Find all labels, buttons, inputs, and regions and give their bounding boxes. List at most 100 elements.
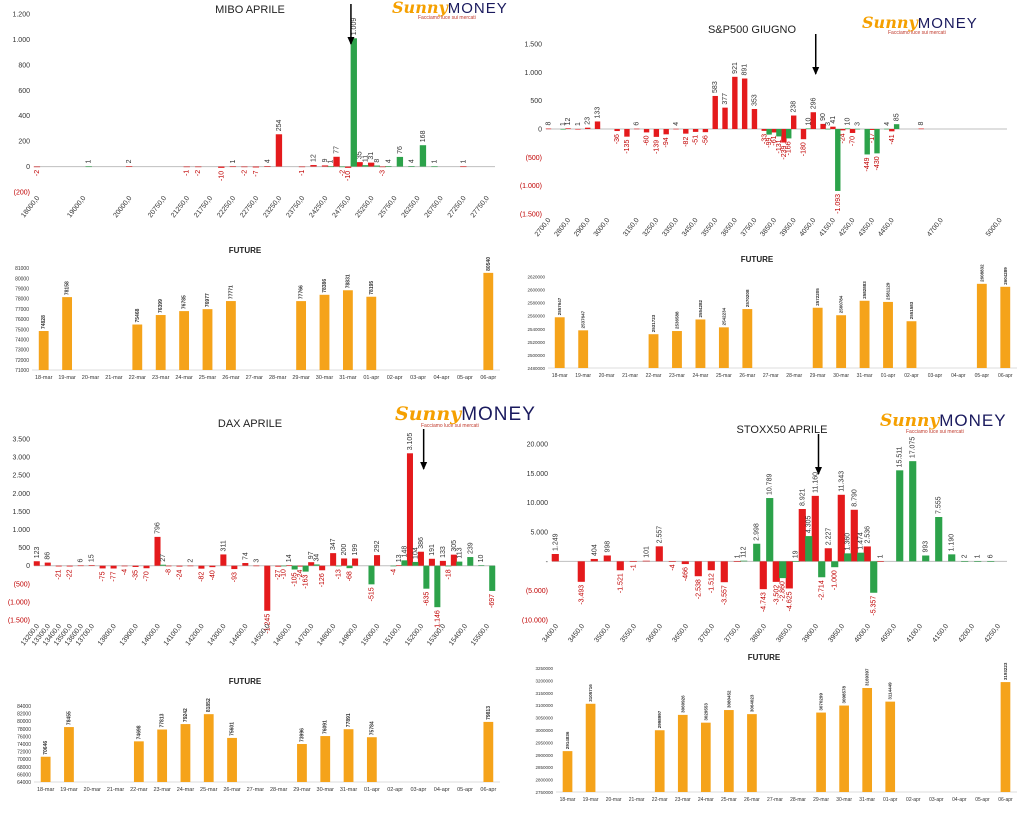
x-tick-label: 04-apr	[434, 375, 450, 381]
put-bar	[373, 165, 381, 167]
x-tick-label: 05-apr	[975, 797, 990, 803]
call-bar	[88, 565, 95, 566]
call-bar	[308, 562, 315, 566]
x-tick-label: 20000,0	[112, 195, 133, 219]
data-label: 4	[673, 122, 680, 126]
call-bar	[889, 129, 895, 132]
put-bar	[961, 561, 969, 562]
y-tick-label: 2620000	[527, 275, 545, 280]
put-bar	[922, 555, 930, 562]
data-label: 79242	[183, 708, 189, 722]
x-tick-label: 4450,0	[877, 217, 896, 238]
call-bar	[585, 127, 591, 129]
put-bar	[818, 561, 826, 578]
data-label: 27	[160, 554, 167, 562]
chart-title: STOXX50 APRILE	[737, 424, 828, 436]
data-label: -27	[275, 570, 282, 580]
data-label: -1	[184, 170, 191, 176]
put-bar	[489, 565, 496, 591]
strike-arrow-icon	[420, 462, 428, 470]
put-bar	[85, 166, 92, 168]
data-label: 133	[440, 546, 447, 558]
call-bar	[231, 565, 238, 570]
data-label: -75	[100, 571, 107, 581]
future-bar	[747, 714, 757, 792]
data-label: -22	[67, 569, 74, 579]
data-label: -1.000	[832, 570, 839, 590]
chart-title: FUTURE	[748, 653, 781, 662]
data-label: 70646	[43, 741, 49, 755]
x-tick-label: 15400,0	[448, 623, 469, 647]
strike-arrow-icon	[815, 467, 822, 475]
put-bar	[831, 561, 839, 568]
call-bar	[229, 166, 237, 168]
y-tick-label: 71000	[15, 368, 29, 374]
x-tick-label: 27750,0	[470, 195, 491, 219]
x-tick-label: 31-mar	[340, 787, 358, 793]
put-bar	[419, 145, 427, 167]
future-bar	[816, 712, 826, 792]
put-bar	[478, 565, 485, 566]
logo-money: MONEY	[461, 404, 536, 425]
x-tick-label: 18000,0	[20, 195, 41, 219]
data-label: 31	[368, 152, 375, 160]
data-label: 254	[276, 119, 283, 131]
future-bar	[677, 714, 688, 792]
future-bar	[562, 751, 573, 792]
future-bar	[133, 741, 144, 782]
data-label: 76977	[205, 293, 211, 307]
data-label: 1	[460, 159, 467, 163]
x-tick-label: 3600,0	[645, 623, 664, 644]
x-tick-label: 14500,0	[250, 623, 271, 647]
call-bar	[183, 166, 190, 168]
y-tick-label: 78000	[17, 727, 31, 733]
x-tick-label: 29-mar	[813, 797, 829, 803]
data-label: 78386	[322, 279, 328, 293]
data-label: -18	[445, 569, 452, 579]
chart-title: DAX APRILE	[218, 418, 282, 430]
call-bar	[616, 561, 624, 571]
put-bar	[445, 565, 452, 567]
call-bar	[577, 561, 585, 582]
x-tick-label: 20750,0	[147, 195, 168, 219]
call-bar	[694, 561, 702, 577]
data-label: 2.557	[656, 526, 663, 544]
x-tick-label: 06-apr	[998, 373, 1013, 379]
data-label: 123	[34, 546, 41, 558]
data-label: 8	[545, 122, 552, 126]
data-label: 239	[467, 542, 474, 554]
call-bar	[673, 128, 679, 130]
y-tick-label: 2750000	[535, 790, 553, 795]
x-tick-label: 15100,0	[382, 623, 403, 647]
data-label: -2	[241, 170, 248, 176]
data-label: 2572205	[815, 288, 820, 306]
stoxx50-options-chart: STOXX50 APRILE (10.000) (5.000) - 5.000 10.00…	[522, 424, 1007, 644]
data-label: 12	[311, 154, 318, 162]
put-bar	[844, 128, 851, 130]
call-bar	[33, 561, 40, 566]
data-label: -2.714	[819, 580, 826, 600]
data-label: 292	[374, 540, 381, 552]
future-bar	[38, 331, 49, 370]
data-label: 1	[230, 159, 237, 163]
data-label: 8.790	[851, 489, 858, 507]
call-bar	[798, 508, 806, 562]
x-tick-label: 20-mar	[82, 375, 100, 381]
put-bar	[385, 166, 392, 167]
x-tick-label: 03-apr	[410, 787, 426, 793]
y-tick-label: 64000	[17, 780, 31, 786]
x-tick-label: 3950,0	[827, 623, 846, 644]
call-bar	[395, 565, 403, 566]
x-tick-label: 25-mar	[721, 797, 737, 803]
x-tick-label: 3950,0	[779, 217, 798, 238]
x-tick-label: 23750,0	[285, 195, 306, 219]
data-label: -1.245	[264, 614, 271, 634]
data-label: -4	[390, 569, 397, 575]
data-label: -5.357	[871, 596, 878, 616]
future-bar	[296, 301, 307, 370]
call-bar	[692, 129, 699, 132]
data-label: 15.511	[897, 446, 904, 467]
future-bar	[862, 687, 873, 792]
call-bar	[356, 162, 363, 167]
data-label: -3.557	[721, 585, 728, 605]
